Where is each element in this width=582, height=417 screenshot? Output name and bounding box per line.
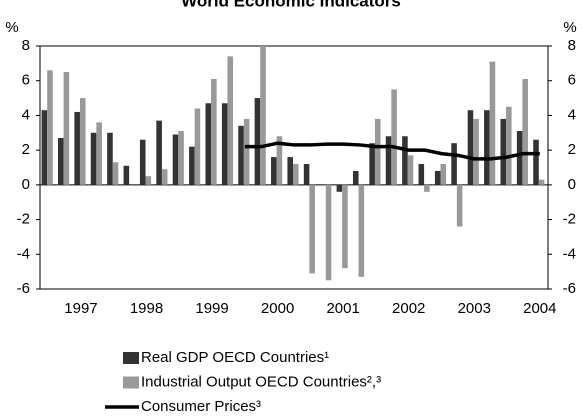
bar [211, 78, 217, 185]
bar [538, 179, 545, 185]
bar [358, 184, 365, 277]
y2-tick-label: -4 [563, 245, 576, 262]
bar [467, 110, 474, 185]
bar [178, 131, 184, 185]
bar [293, 164, 299, 185]
y-tick-label: -6 [17, 280, 30, 297]
y2-tick-label: 6 [568, 72, 576, 89]
y-tick-label: -2 [17, 211, 30, 228]
bar [325, 184, 332, 281]
bar [424, 184, 430, 192]
legend-swatch [123, 352, 139, 364]
y2-tick-label: 2 [568, 141, 576, 158]
bar [156, 120, 162, 185]
bar [484, 110, 490, 185]
y-tick-label: 2 [22, 141, 30, 158]
bar [189, 146, 195, 185]
x-tick-label: 1998 [130, 300, 163, 317]
bar [369, 143, 375, 185]
chart-title: World Economic Indicators [181, 0, 401, 10]
bar [352, 170, 359, 185]
bar [161, 169, 168, 185]
y2-tick-label: 8 [568, 37, 576, 54]
bar [79, 98, 86, 185]
bar [238, 125, 244, 185]
y2-tick-label: -6 [563, 280, 576, 297]
x-tick-label: 2004 [523, 300, 556, 317]
bar [145, 176, 152, 185]
bar [254, 98, 261, 185]
x-tick-label: 2001 [326, 300, 359, 317]
bar [221, 103, 228, 185]
bar [385, 136, 392, 185]
y-tick-label: -4 [17, 245, 30, 262]
x-tick-label: 1999 [195, 300, 228, 317]
bar [440, 164, 447, 185]
bar [516, 131, 523, 185]
bar [194, 108, 201, 185]
bar [407, 155, 414, 185]
bar [374, 118, 381, 185]
bar [227, 56, 234, 185]
y2-tick-label: 4 [568, 106, 576, 123]
x-tick-label: 2002 [392, 300, 425, 317]
bar [418, 164, 425, 185]
y2-unit-label: % [563, 19, 576, 36]
bar [96, 122, 102, 185]
bar [271, 157, 277, 185]
legend-swatch [123, 376, 139, 389]
x-tick-label: 1997 [64, 300, 97, 317]
bar [506, 106, 512, 185]
bar [402, 136, 408, 185]
legend-label: Consumer Prices³ [141, 398, 261, 415]
bar [41, 110, 48, 185]
bar [139, 139, 146, 185]
legend-label: Industrial Output OECD Countries²,³ [141, 373, 381, 390]
x-tick-label: 2003 [458, 300, 491, 317]
bar [391, 89, 397, 185]
bar [112, 162, 119, 185]
bar [107, 132, 113, 185]
bar [243, 118, 250, 185]
y2-tick-label: 0 [568, 176, 576, 193]
bar [309, 184, 315, 274]
y2-tick-label: -2 [563, 211, 576, 228]
bar [63, 72, 70, 185]
bar [58, 137, 64, 185]
bar [47, 70, 53, 185]
line [244, 141, 540, 161]
bar [260, 46, 266, 185]
bar [123, 165, 130, 185]
y-unit-label: % [5, 19, 18, 36]
bar [74, 111, 80, 185]
bar [336, 184, 343, 192]
y-tick-label: 8 [22, 37, 30, 54]
bar [522, 78, 528, 185]
y-tick-label: 0 [22, 176, 30, 193]
bar [456, 184, 463, 227]
bar [434, 170, 441, 185]
y-tick-label: 4 [22, 106, 30, 123]
bar [276, 136, 283, 185]
bar [500, 118, 507, 185]
plot-frame [39, 45, 549, 290]
bar [90, 132, 97, 185]
bar [342, 184, 348, 269]
x-tick-label: 2000 [261, 300, 294, 317]
bar [287, 157, 293, 185]
y-tick-label: 6 [22, 72, 30, 89]
bar [303, 164, 310, 185]
bar [533, 139, 539, 185]
bar [451, 143, 457, 185]
bar [473, 118, 479, 185]
bar [172, 134, 179, 185]
bar [205, 103, 212, 185]
legend-label: Real GDP OECD Countries¹ [141, 349, 329, 366]
bar [489, 61, 496, 185]
